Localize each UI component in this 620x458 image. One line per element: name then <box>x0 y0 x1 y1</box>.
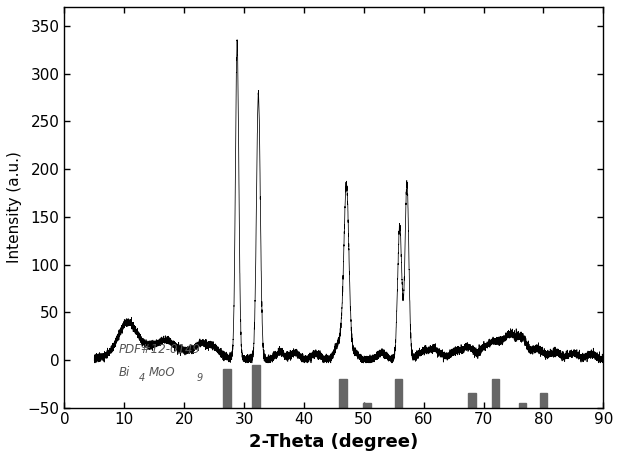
X-axis label: 2-Theta (degree): 2-Theta (degree) <box>249 433 418 451</box>
Text: 9: 9 <box>196 373 202 383</box>
Bar <box>395 379 402 408</box>
Text: MoO: MoO <box>148 366 175 379</box>
Text: Bi: Bi <box>118 366 130 379</box>
Text: PDF#12-0149: PDF#12-0149 <box>118 343 200 356</box>
Text: 4: 4 <box>140 373 146 383</box>
Bar <box>539 393 547 408</box>
Bar <box>252 365 260 408</box>
Bar <box>467 393 476 408</box>
Bar <box>492 379 500 408</box>
Bar <box>223 370 231 408</box>
Y-axis label: Intensity (a.u.): Intensity (a.u.) <box>7 151 22 263</box>
Bar <box>339 379 347 408</box>
Bar <box>518 403 526 408</box>
Bar <box>363 403 371 408</box>
